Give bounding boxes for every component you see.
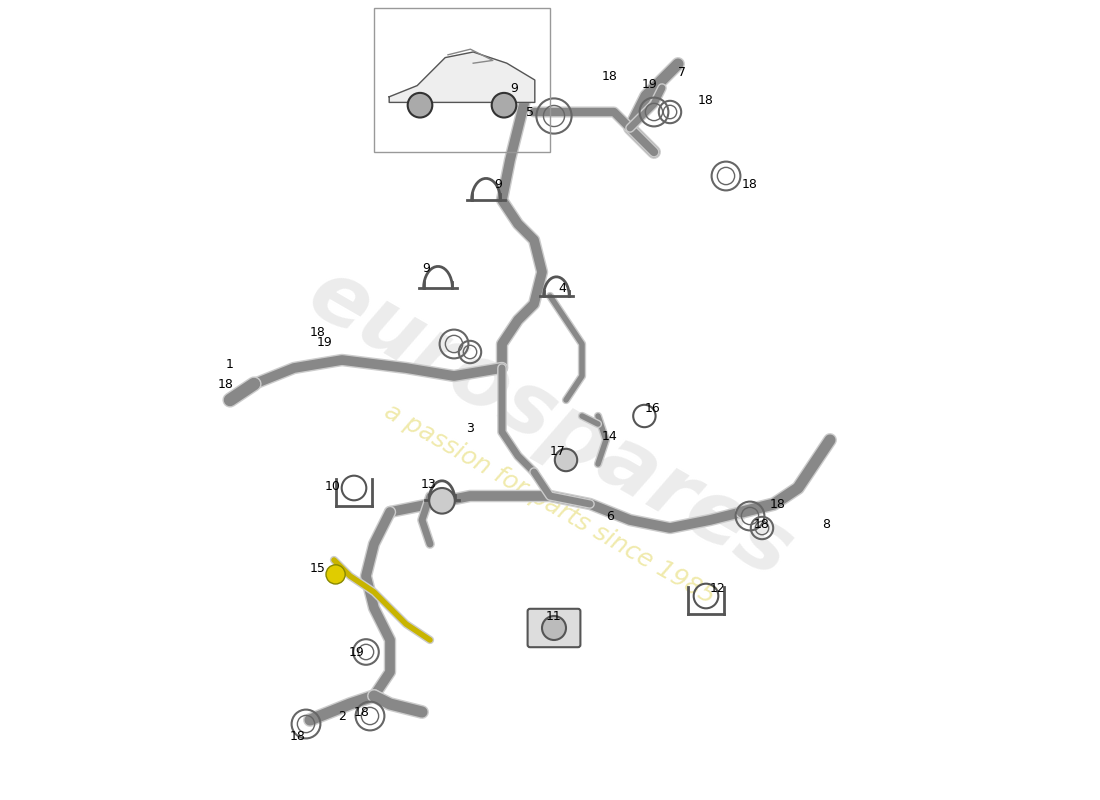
Text: 18: 18 xyxy=(354,706,370,718)
Text: 18: 18 xyxy=(290,730,306,742)
Text: 18: 18 xyxy=(698,94,714,106)
Text: 19: 19 xyxy=(642,78,658,90)
Circle shape xyxy=(554,449,578,471)
Text: 19: 19 xyxy=(349,646,364,658)
Text: 1: 1 xyxy=(227,358,234,370)
Bar xyxy=(374,8,550,152)
Text: 18: 18 xyxy=(218,378,234,390)
Text: 10: 10 xyxy=(324,480,340,493)
Text: 6: 6 xyxy=(606,510,614,522)
Text: a passion for parts since 1985: a passion for parts since 1985 xyxy=(381,399,719,609)
Circle shape xyxy=(429,488,454,514)
Text: eurospares: eurospares xyxy=(294,252,806,596)
Text: 19: 19 xyxy=(317,336,332,349)
Text: 3: 3 xyxy=(466,422,474,434)
Circle shape xyxy=(408,93,432,118)
Text: 16: 16 xyxy=(645,402,660,414)
FancyBboxPatch shape xyxy=(528,609,581,647)
Text: 2: 2 xyxy=(338,710,345,722)
Circle shape xyxy=(326,565,345,584)
Text: 4: 4 xyxy=(558,282,565,294)
Text: 9: 9 xyxy=(422,262,430,274)
Text: 18: 18 xyxy=(310,326,326,338)
Polygon shape xyxy=(389,52,535,102)
Text: 5: 5 xyxy=(526,106,534,118)
Circle shape xyxy=(542,616,566,640)
Text: 7: 7 xyxy=(678,66,686,78)
Text: 15: 15 xyxy=(310,562,326,574)
Text: 9: 9 xyxy=(494,178,502,190)
Circle shape xyxy=(492,93,516,118)
Text: 18: 18 xyxy=(755,518,770,530)
Text: 17: 17 xyxy=(550,446,565,458)
Text: 12: 12 xyxy=(711,582,726,594)
Text: 18: 18 xyxy=(770,498,785,510)
Text: 18: 18 xyxy=(602,70,618,82)
Text: 18: 18 xyxy=(742,178,758,190)
Text: 11: 11 xyxy=(546,610,562,622)
Text: 8: 8 xyxy=(822,518,830,530)
Text: 14: 14 xyxy=(602,430,618,442)
Text: 13: 13 xyxy=(420,478,437,490)
Text: 9: 9 xyxy=(510,82,518,94)
